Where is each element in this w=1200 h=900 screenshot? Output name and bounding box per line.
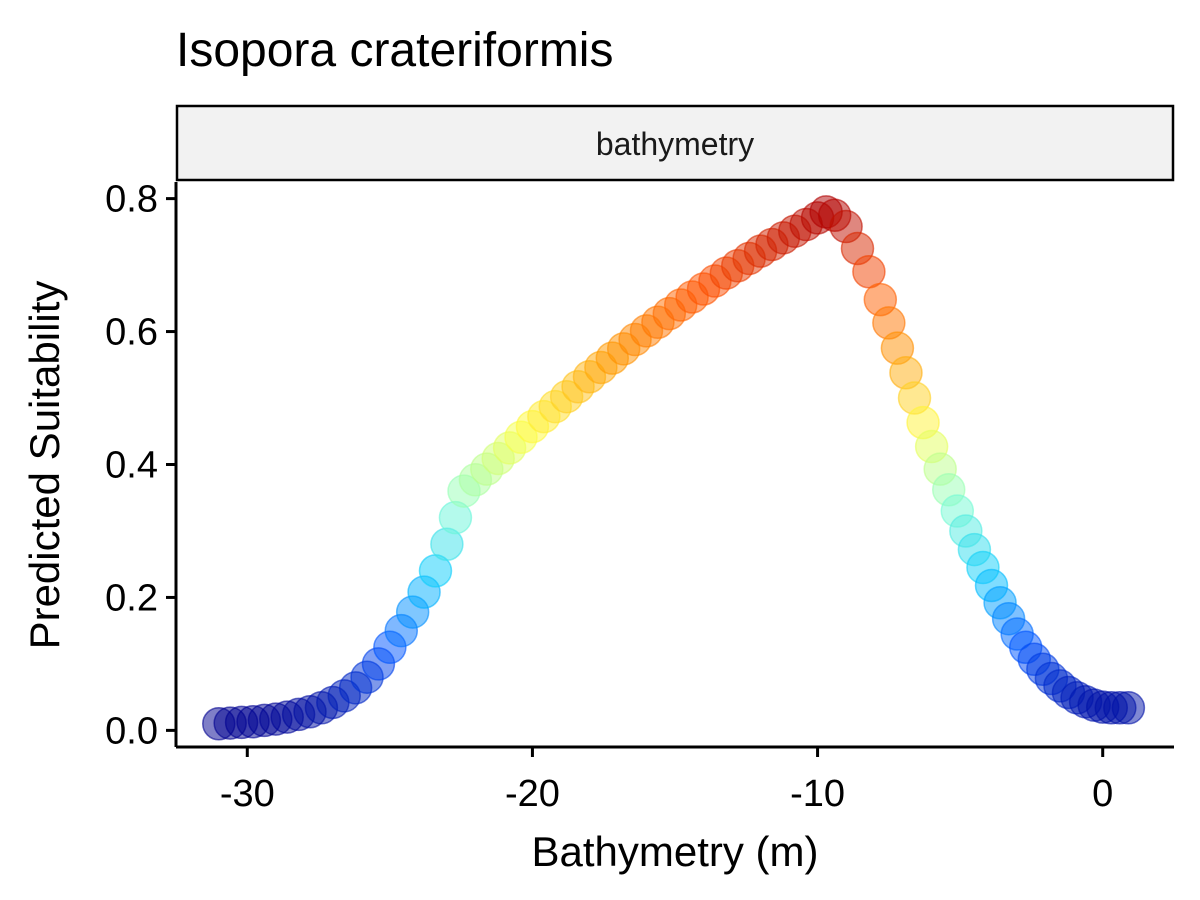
facet-strip-label: bathymetry [596,126,754,162]
y-tick-label: 0.6 [105,312,158,354]
y-tick-label: 0.8 [105,179,158,221]
x-tick-label: 0 [1092,773,1113,815]
y-tick-label: 0.4 [105,445,158,487]
y-tick-label: 0.2 [105,577,158,619]
x-axis-label: Bathymetry (m) [531,828,818,875]
facet-strip [175,104,1175,182]
data-point [1111,691,1146,725]
chart-title: Isopora crateriformis [176,24,613,77]
x-tick-label: -10 [790,773,845,815]
x-axis-ticks: -30 -20 -10 0 [220,747,1113,815]
points-layer [202,195,1146,741]
x-tick-label: -20 [505,773,560,815]
y-axis-label: Predicted Suitability [21,281,68,650]
y-axis-ticks: 0.0 0.2 0.4 0.6 0.8 [105,179,176,752]
x-tick-label: -30 [220,773,275,815]
y-tick-label: 0.0 [105,710,158,752]
